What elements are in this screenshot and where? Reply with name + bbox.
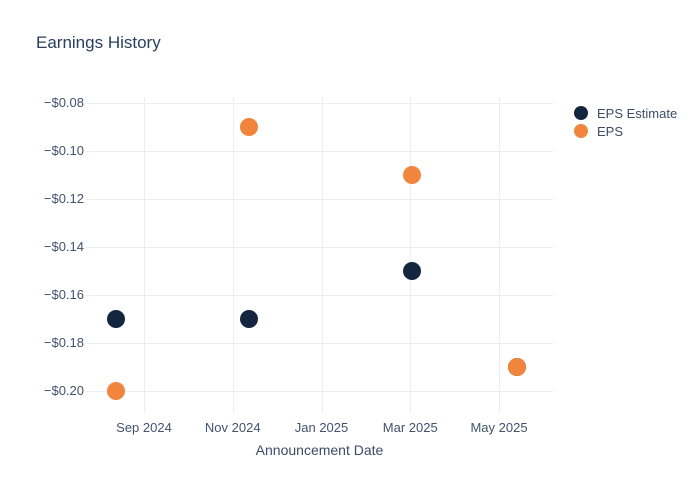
gridline-h (86, 295, 553, 296)
gridline-h (86, 151, 553, 152)
point-eps-estimate[interactable] (106, 310, 125, 328)
x-tick-label: Jan 2025 (294, 420, 349, 435)
point-eps[interactable] (402, 166, 421, 184)
gridline-h (86, 343, 553, 344)
y-tick-label: −$0.10 (43, 143, 84, 158)
gridline-h (86, 247, 553, 248)
chart-title: Earnings History (36, 33, 161, 52)
legend-item-eps[interactable]: EPS (574, 122, 677, 140)
legend-label-eps-estimate: EPS Estimate (597, 105, 678, 121)
legend-label-eps: EPS (597, 123, 624, 139)
y-tick-label: −$0.12 (43, 191, 84, 206)
x-tick-label: Nov 2024 (204, 420, 261, 435)
gridline-h (86, 391, 553, 392)
plot-area (86, 97, 553, 413)
point-eps-estimate[interactable] (239, 310, 258, 328)
y-tick-label: −$0.14 (43, 239, 84, 254)
point-eps[interactable] (507, 358, 526, 376)
y-tick-label: −$0.16 (43, 287, 84, 302)
legend-marker-eps-estimate-icon (574, 106, 588, 120)
gridline-v (144, 97, 145, 413)
y-tick-label: −$0.20 (43, 383, 84, 398)
legend: EPS Estimate EPS (574, 104, 677, 140)
legend-item-eps-estimate[interactable]: EPS Estimate (574, 104, 677, 122)
gridline-v (321, 97, 323, 413)
x-tick-label: Mar 2025 (382, 420, 438, 435)
point-eps[interactable] (106, 382, 125, 400)
y-tick-label: −$0.18 (43, 335, 84, 350)
point-eps-estimate[interactable] (402, 262, 421, 280)
x-tick-label: Sep 2024 (116, 420, 172, 435)
y-tick-label: −$0.08 (43, 95, 84, 110)
gridline-v (499, 97, 500, 413)
legend-marker-eps-icon (574, 124, 588, 138)
point-eps[interactable] (239, 118, 258, 136)
gridline-v (410, 97, 412, 413)
gridline-h (86, 103, 553, 104)
x-tick-label: May 2025 (470, 420, 528, 435)
gridline-h (86, 199, 553, 200)
gridline-v (232, 97, 234, 413)
x-axis-title: Announcement Date (255, 442, 384, 458)
